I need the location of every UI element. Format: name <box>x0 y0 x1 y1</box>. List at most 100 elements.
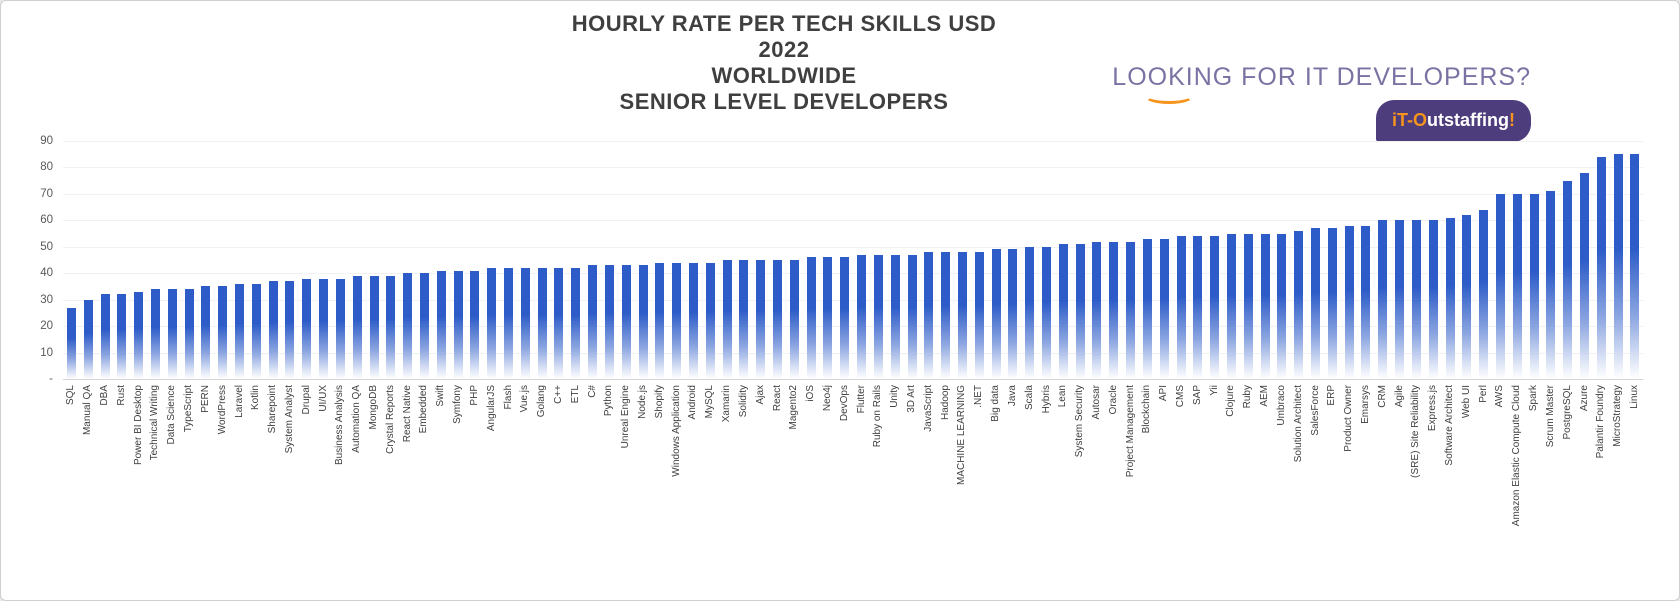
x-axis-label: Express.js <box>1427 385 1439 432</box>
bar-column <box>1408 141 1425 379</box>
bar-column <box>786 141 803 379</box>
x-label-column: API <box>1156 385 1173 590</box>
x-axis-label: Oracle <box>1107 385 1119 415</box>
x-label-column: PERN <box>198 385 215 590</box>
bar <box>1563 180 1573 379</box>
y-tick-label: 30 <box>40 293 53 306</box>
x-label-column: Vue.js <box>517 385 534 590</box>
bar-column <box>282 141 299 379</box>
x-label-column: Unity <box>887 385 904 590</box>
x-label-column: AWS <box>1492 385 1509 590</box>
bar <box>957 252 967 379</box>
bar <box>1613 154 1623 379</box>
x-label-column: Software Architect <box>1442 385 1459 590</box>
bar-column <box>483 141 500 379</box>
x-axis-label: Project Management <box>1124 385 1136 478</box>
y-tick-label: 70 <box>40 187 53 200</box>
x-label-column: MySQL <box>702 385 719 590</box>
x-axis-label: Laravel <box>233 385 245 418</box>
bar <box>756 260 766 379</box>
brand-logo-suffix: utstaffing <box>1427 110 1509 130</box>
x-label-column: Project Management <box>1122 385 1139 590</box>
bar-column <box>954 141 971 379</box>
bar-column <box>500 141 517 379</box>
bar <box>1495 193 1505 379</box>
x-axis-label: ETL <box>569 385 581 404</box>
bar <box>251 283 261 379</box>
x-axis-label: Sharepoint <box>267 385 279 434</box>
bar <box>974 252 984 379</box>
bar <box>672 262 682 379</box>
bar <box>1596 156 1606 379</box>
x-axis-label: ERP <box>1326 385 1338 406</box>
bar-column <box>1442 141 1459 379</box>
brand-logo-prefix: iT-O <box>1392 110 1428 130</box>
bar-column <box>853 141 870 379</box>
bar-column <box>752 141 769 379</box>
x-axis-label: AWS <box>1494 385 1506 408</box>
bar <box>1462 215 1472 379</box>
bar <box>520 267 530 379</box>
x-axis-label: Product Owner <box>1343 385 1355 452</box>
x-label-column: Technical Writing <box>147 385 164 590</box>
bar <box>588 265 598 379</box>
bar <box>806 257 816 379</box>
bar-column <box>584 141 601 379</box>
bar-column <box>1156 141 1173 379</box>
x-label-column: System Security <box>1072 385 1089 590</box>
bar-column <box>1526 141 1543 379</box>
x-axis-label: (SRE) Site Reliability <box>1410 385 1422 478</box>
bar <box>117 294 127 379</box>
x-axis-label: Node.js <box>637 385 649 419</box>
x-axis-label: Scala <box>1023 385 1035 411</box>
x-label-column: Web UI <box>1458 385 1475 590</box>
x-axis-label: Software Architect <box>1444 385 1456 466</box>
bar <box>1243 233 1253 379</box>
x-label-column: Big data <box>988 385 1005 590</box>
bar <box>1294 230 1304 379</box>
x-axis-label: UI/UX <box>317 385 329 412</box>
bar <box>184 289 194 379</box>
bar-column <box>349 141 366 379</box>
bar <box>1529 193 1539 379</box>
bar-column <box>1341 141 1358 379</box>
bar-column <box>298 141 315 379</box>
bar <box>789 260 799 379</box>
x-axis-label: Drupal <box>300 385 312 415</box>
bar <box>823 257 833 379</box>
bar-column <box>1593 141 1610 379</box>
brand-tagline-text: LOOKING FOR IT DEVELOPERS? <box>1112 63 1531 91</box>
x-label-column: ETL <box>567 385 584 590</box>
bar-column <box>1610 141 1627 379</box>
bar <box>167 289 177 379</box>
x-label-column: Node.js <box>635 385 652 590</box>
bar-column <box>113 141 130 379</box>
x-axis-label: Amazon Elastic Compute Cloud <box>1511 385 1523 527</box>
x-label-column: Autosar <box>1089 385 1106 590</box>
x-axis-label: Ajax <box>754 385 766 405</box>
x-label-column: Linux <box>1627 385 1644 590</box>
x-label-column: ERP <box>1324 385 1341 590</box>
chart-title-line3: WORLDWIDE <box>711 63 857 88</box>
bar-column <box>1139 141 1156 379</box>
x-label-column: Lean <box>1055 385 1072 590</box>
x-axis-label: Java <box>1006 385 1018 407</box>
x-axis-label: MongoDB <box>368 385 380 430</box>
x-label-column: Python <box>601 385 618 590</box>
y-tick-label: 80 <box>40 161 53 174</box>
bar-column <box>382 141 399 379</box>
x-axis-label: SalesForce <box>1309 385 1321 436</box>
x-axis-label: MySQL <box>704 385 716 419</box>
x-axis-label: React Native <box>401 385 413 443</box>
x-label-column: Ajax <box>752 385 769 590</box>
x-axis-label: Umbraco <box>1275 385 1287 426</box>
y-tick-label: 40 <box>40 267 53 280</box>
bar-column <box>1391 141 1408 379</box>
x-axis-label: Android <box>687 385 699 420</box>
bar <box>1260 233 1270 379</box>
bar <box>1479 209 1489 379</box>
bar-column <box>820 141 837 379</box>
bar-column <box>719 141 736 379</box>
bar <box>436 270 446 379</box>
